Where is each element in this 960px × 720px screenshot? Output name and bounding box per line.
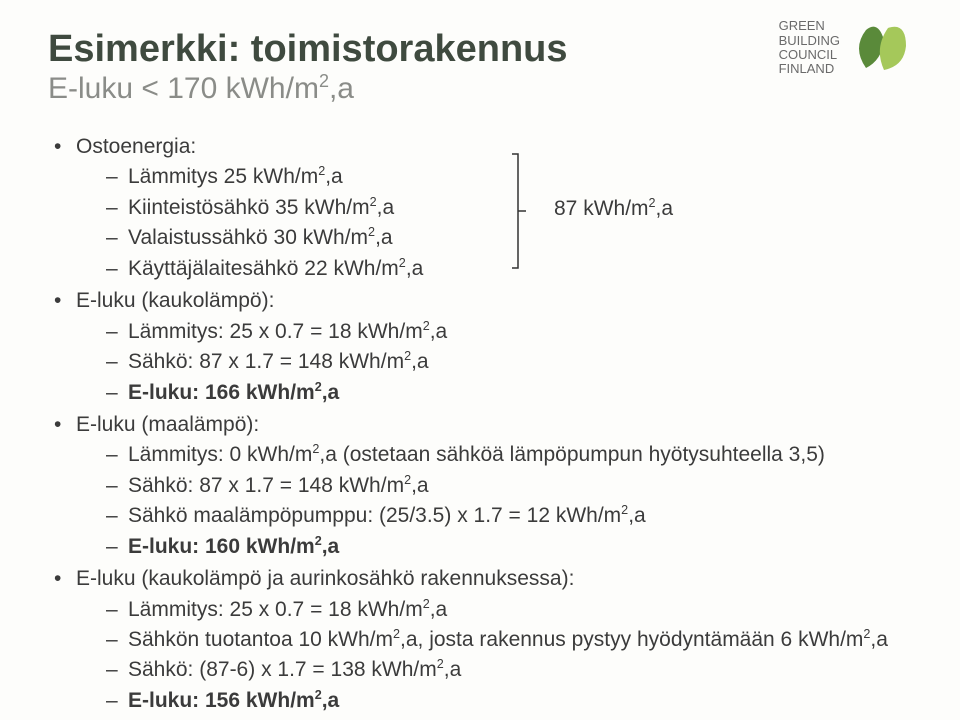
- content: Ostoenergia: Lämmitys 25 kWh/m2,aKiinteis…: [48, 132, 912, 716]
- list-item: Sähkön tuotantoa 10 kWh/m2,a, josta rake…: [106, 625, 912, 655]
- logo-line1: GREEN: [779, 19, 840, 33]
- logo-line4: FINLAND: [779, 62, 840, 76]
- section-label: E-luku (kaukolämpö ja aurinkosähkö raken…: [76, 567, 574, 590]
- subtitle-prefix: E-luku < 170 kWh/m: [48, 72, 319, 105]
- logo-line3: COUNCIL: [779, 48, 840, 62]
- list-item: Lämmitys: 25 x 0.7 = 18 kWh/m2,a: [106, 595, 912, 625]
- list-item: Lämmitys: 0 kWh/m2,a (ostetaan sähköä lä…: [106, 440, 912, 470]
- list-item: Sähkö: (87-6) x 1.7 = 138 kWh/m2,a: [106, 655, 912, 685]
- list-item: Lämmitys 25 kWh/m2,a: [106, 162, 912, 192]
- list-item: Valaistussähkö 30 kWh/m2,a: [106, 223, 912, 253]
- section-label: E-luku (kaukolämpö):: [76, 289, 274, 312]
- list-item: Lämmitys: 25 x 0.7 = 18 kWh/m2,a: [106, 317, 912, 347]
- section-kaukolampo: E-luku (kaukolämpö): Lämmitys: 25 x 0.7 =…: [48, 286, 912, 408]
- section-aurinko: E-luku (kaukolämpö ja aurinkosähkö raken…: [48, 564, 912, 716]
- subtitle-suffix: ,a: [329, 72, 354, 105]
- list-item: Sähkö: 87 x 1.7 = 148 kWh/m2,a: [106, 471, 912, 501]
- section-ostoenergia: Ostoenergia: Lämmitys 25 kWh/m2,aKiinteis…: [48, 132, 912, 284]
- logo: GREEN BUILDING COUNCIL FINLAND: [779, 18, 916, 78]
- logo-line2: BUILDING: [779, 34, 840, 48]
- section-maalampo: E-luku (maalämpö): Lämmitys: 0 kWh/m2,a (…: [48, 410, 912, 562]
- section-label: Ostoenergia:: [76, 135, 196, 158]
- list-item: E-luku: 156 kWh/m2,a: [106, 686, 912, 716]
- list-item: E-luku: 160 kWh/m2,a: [106, 532, 912, 562]
- list-item: Käyttäjälaitesähkö 22 kWh/m2,a: [106, 254, 912, 284]
- list-item: Sähkö maalämpöpumppu: (25/3.5) x 1.7 = 1…: [106, 501, 912, 531]
- section-label: E-luku (maalämpö):: [76, 413, 259, 436]
- logo-text: GREEN BUILDING COUNCIL FINLAND: [779, 19, 840, 76]
- logo-leaf-icon: [848, 18, 916, 78]
- list-item: Sähkö: 87 x 1.7 = 148 kWh/m2,a: [106, 347, 912, 377]
- list-item: Kiinteistösähkö 35 kWh/m2,a: [106, 193, 912, 223]
- list-item: E-luku: 166 kWh/m2,a: [106, 378, 912, 408]
